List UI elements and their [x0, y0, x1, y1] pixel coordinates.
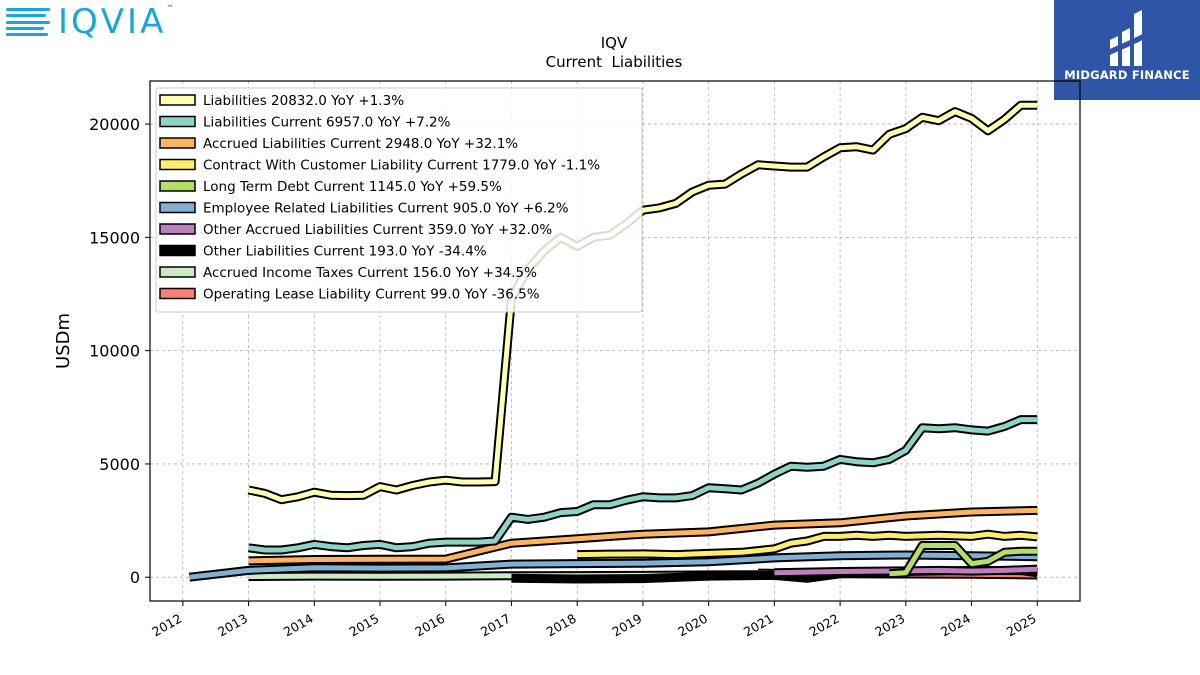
- midgard-finance-logo: MIDGARD FINANCE: [1054, 0, 1200, 100]
- legend-entry: Liabilities 20832.0 YoY +1.3%: [159, 93, 404, 109]
- x-tick-label: 2014: [281, 611, 316, 640]
- iqvia-stripes-icon: [6, 8, 52, 36]
- x-tick-label: 2021: [741, 611, 776, 640]
- legend-swatch: [159, 115, 196, 128]
- x-tick-label: 2017: [478, 611, 513, 640]
- legend-entry: Operating Lease Liability Current 99.0 Y…: [159, 287, 540, 303]
- x-tick-label: 2015: [346, 611, 381, 640]
- legend-entry: Long Term Debt Current 1145.0 YoY +59.5%: [159, 179, 502, 195]
- x-tick-label: 2023: [872, 611, 907, 640]
- legend-label: Employee Related Liabilities Current 905…: [203, 201, 569, 217]
- legend-label: Accrued Liabilities Current 2948.0 YoY +…: [203, 136, 518, 152]
- series-line: [248, 507, 1038, 564]
- x-tick-label: 2012: [149, 611, 184, 640]
- legend-label: Liabilities 20832.0 YoY +1.3%: [203, 93, 404, 109]
- y-axis-label: USDm: [53, 313, 74, 369]
- iqvia-logo: IQVIA ™: [6, 2, 173, 42]
- y-tick-label: 15000: [89, 228, 140, 247]
- legend-label: Long Term Debt Current 1145.0 YoY +59.5%: [203, 179, 502, 195]
- x-tick-label: 2013: [215, 611, 250, 640]
- legend-entry: Liabilities Current 6957.0 YoY +7.2%: [159, 115, 451, 131]
- legend-entry: Accrued Income Taxes Current 156.0 YoY +…: [159, 265, 537, 281]
- series-line: [248, 417, 1038, 553]
- y-tick-label: 5000: [99, 455, 140, 474]
- chart-title: IQV: [601, 34, 628, 52]
- y-tick-label: 0: [130, 568, 140, 587]
- legend-swatch: [159, 266, 196, 278]
- series-liabilities: [247, 100, 1038, 505]
- legend-label: Other Accrued Liabilities Current 359.0 …: [203, 222, 552, 238]
- series-line: [774, 566, 1038, 576]
- series-line: [889, 543, 1038, 577]
- legend-entry: Contract With Customer Liability Current…: [159, 158, 600, 174]
- x-axis: 2012 2013 2014 2015 2016 2017 2018 2019 2020 2021…: [149, 601, 1039, 640]
- legend-swatch: [159, 287, 196, 300]
- x-tick-label: 2025: [1004, 611, 1039, 640]
- series-other-accrued-liabilities-current: [774, 564, 1038, 578]
- legend-label: Other Liabilities Current 193.0 YoY -34.…: [203, 244, 487, 260]
- x-tick-label: 2016: [412, 611, 447, 640]
- series-line: [189, 552, 1038, 580]
- legend-swatch: [159, 223, 196, 235]
- legend: Liabilities 20832.0 YoY +1.3% Liabilities…: [155, 87, 643, 313]
- legend-entry: Accrued Liabilities Current 2948.0 YoY +…: [159, 136, 518, 152]
- series-accrued-liabilities-current: [248, 505, 1038, 566]
- x-tick-label: 2019: [609, 611, 644, 640]
- series-line: [577, 531, 1038, 558]
- x-tick-label: 2020: [675, 611, 710, 640]
- midgard-mark-icon: [1108, 10, 1146, 66]
- series-employee-related-liabilities-current: [188, 550, 1038, 582]
- series-liabilities-current: [248, 415, 1038, 555]
- series-line: [248, 102, 1038, 503]
- legend-swatch: [159, 244, 196, 257]
- y-tick-label: 20000: [89, 115, 140, 134]
- series-long-term-debt-current: [889, 541, 1038, 579]
- midgard-logo-text: MIDGARD FINANCE: [1064, 68, 1190, 82]
- iqvia-trademark: ™: [166, 4, 174, 12]
- legend-entry: Other Accrued Liabilities Current 359.0 …: [159, 222, 552, 238]
- x-tick-label: 2022: [807, 611, 842, 640]
- legend-swatch: [159, 137, 196, 149]
- legend-swatch: [159, 180, 196, 192]
- x-tick-label: 2024: [938, 611, 973, 640]
- legend-label: Contract With Customer Liability Current…: [203, 158, 600, 174]
- legend-label: Operating Lease Liability Current 99.0 Y…: [203, 287, 540, 303]
- legend-swatch: [159, 94, 196, 106]
- y-tick-label: 10000: [89, 342, 140, 361]
- legend-swatch: [159, 158, 196, 171]
- legend-label: Liabilities Current 6957.0 YoY +7.2%: [203, 115, 451, 131]
- iqvia-logo-text: IQVIA: [58, 2, 167, 42]
- legend-entry: Employee Related Liabilities Current 905…: [159, 201, 569, 217]
- legend-label: Accrued Income Taxes Current 156.0 YoY +…: [203, 265, 537, 281]
- x-tick-label: 2018: [544, 611, 579, 640]
- legend-box: [155, 87, 643, 313]
- chart-subtitle: Current Liabilities: [546, 53, 683, 71]
- series-lines: [188, 100, 1038, 584]
- legend-entry: Other Liabilities Current 193.0 YoY -34.…: [159, 244, 487, 260]
- y-axis: 0 5000 10000 15000 20000: [89, 115, 150, 587]
- plot-frame: [149, 80, 1081, 602]
- legend-swatch: [159, 201, 196, 214]
- series-contract-with-customer-liability-current: [577, 529, 1038, 560]
